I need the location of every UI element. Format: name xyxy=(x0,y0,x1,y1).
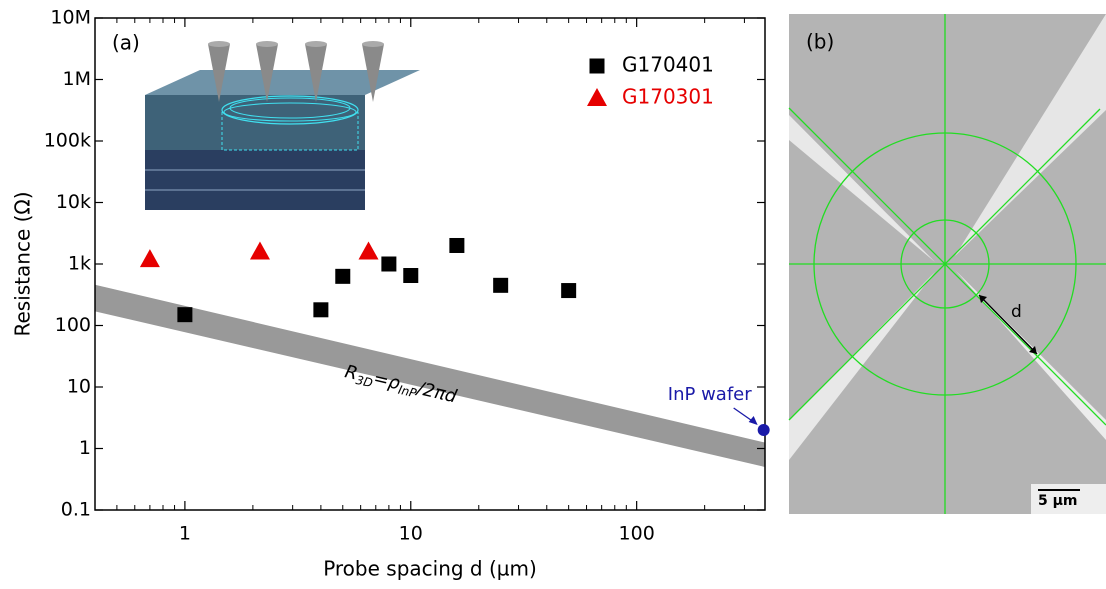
legend-marker xyxy=(589,58,605,74)
panel-label: (a) xyxy=(112,31,140,55)
data-point xyxy=(561,283,577,299)
y-tick-label: 10 xyxy=(67,376,91,398)
scale-bar-label: 5 µm xyxy=(1038,493,1078,509)
x-tick-label: 100 xyxy=(619,523,655,545)
data-point xyxy=(403,268,419,284)
band-label-part: R xyxy=(343,361,360,384)
distance-label: d xyxy=(1011,302,1022,322)
y-tick-label: 100k xyxy=(44,130,91,152)
data-point xyxy=(249,241,270,260)
legend-label: G170301 xyxy=(622,85,714,109)
y-tick-label: 100 xyxy=(55,314,91,336)
annotated-point xyxy=(757,423,770,436)
y-tick-label: 10M xyxy=(50,7,91,29)
annotation-arrowhead xyxy=(748,415,758,425)
panel-label: (b) xyxy=(806,30,834,54)
y-tick-label: 0.1 xyxy=(61,499,91,521)
band-label-part: InP xyxy=(397,382,419,400)
y-tick-label: 1 xyxy=(79,437,91,459)
micrograph: 5 µm d (b) xyxy=(788,14,1106,514)
y-tick-label: 1M xyxy=(63,68,91,90)
data-point xyxy=(177,307,193,323)
model-band xyxy=(95,284,765,468)
data-point xyxy=(313,302,329,318)
x-tick-label: 1 xyxy=(179,523,191,545)
legend-label: G170401 xyxy=(622,53,714,77)
y-tick-label: 10k xyxy=(56,191,91,213)
legend-marker xyxy=(587,88,607,106)
y-axis-label: Resistance (Ω) xyxy=(11,191,35,336)
annotation-label: InP wafer xyxy=(668,384,752,405)
x-tick-label: 10 xyxy=(399,523,423,545)
inset-diagram xyxy=(145,41,420,210)
x-axis-label: Probe spacing d (µm) xyxy=(323,557,537,581)
data-point xyxy=(358,241,379,260)
band-label-part: 3D xyxy=(355,372,375,389)
data-point xyxy=(449,237,465,253)
data-point xyxy=(493,277,509,293)
y-tick-label: 1k xyxy=(68,253,91,275)
data-point xyxy=(381,256,397,272)
data-point xyxy=(335,268,351,284)
data-point xyxy=(139,249,160,268)
